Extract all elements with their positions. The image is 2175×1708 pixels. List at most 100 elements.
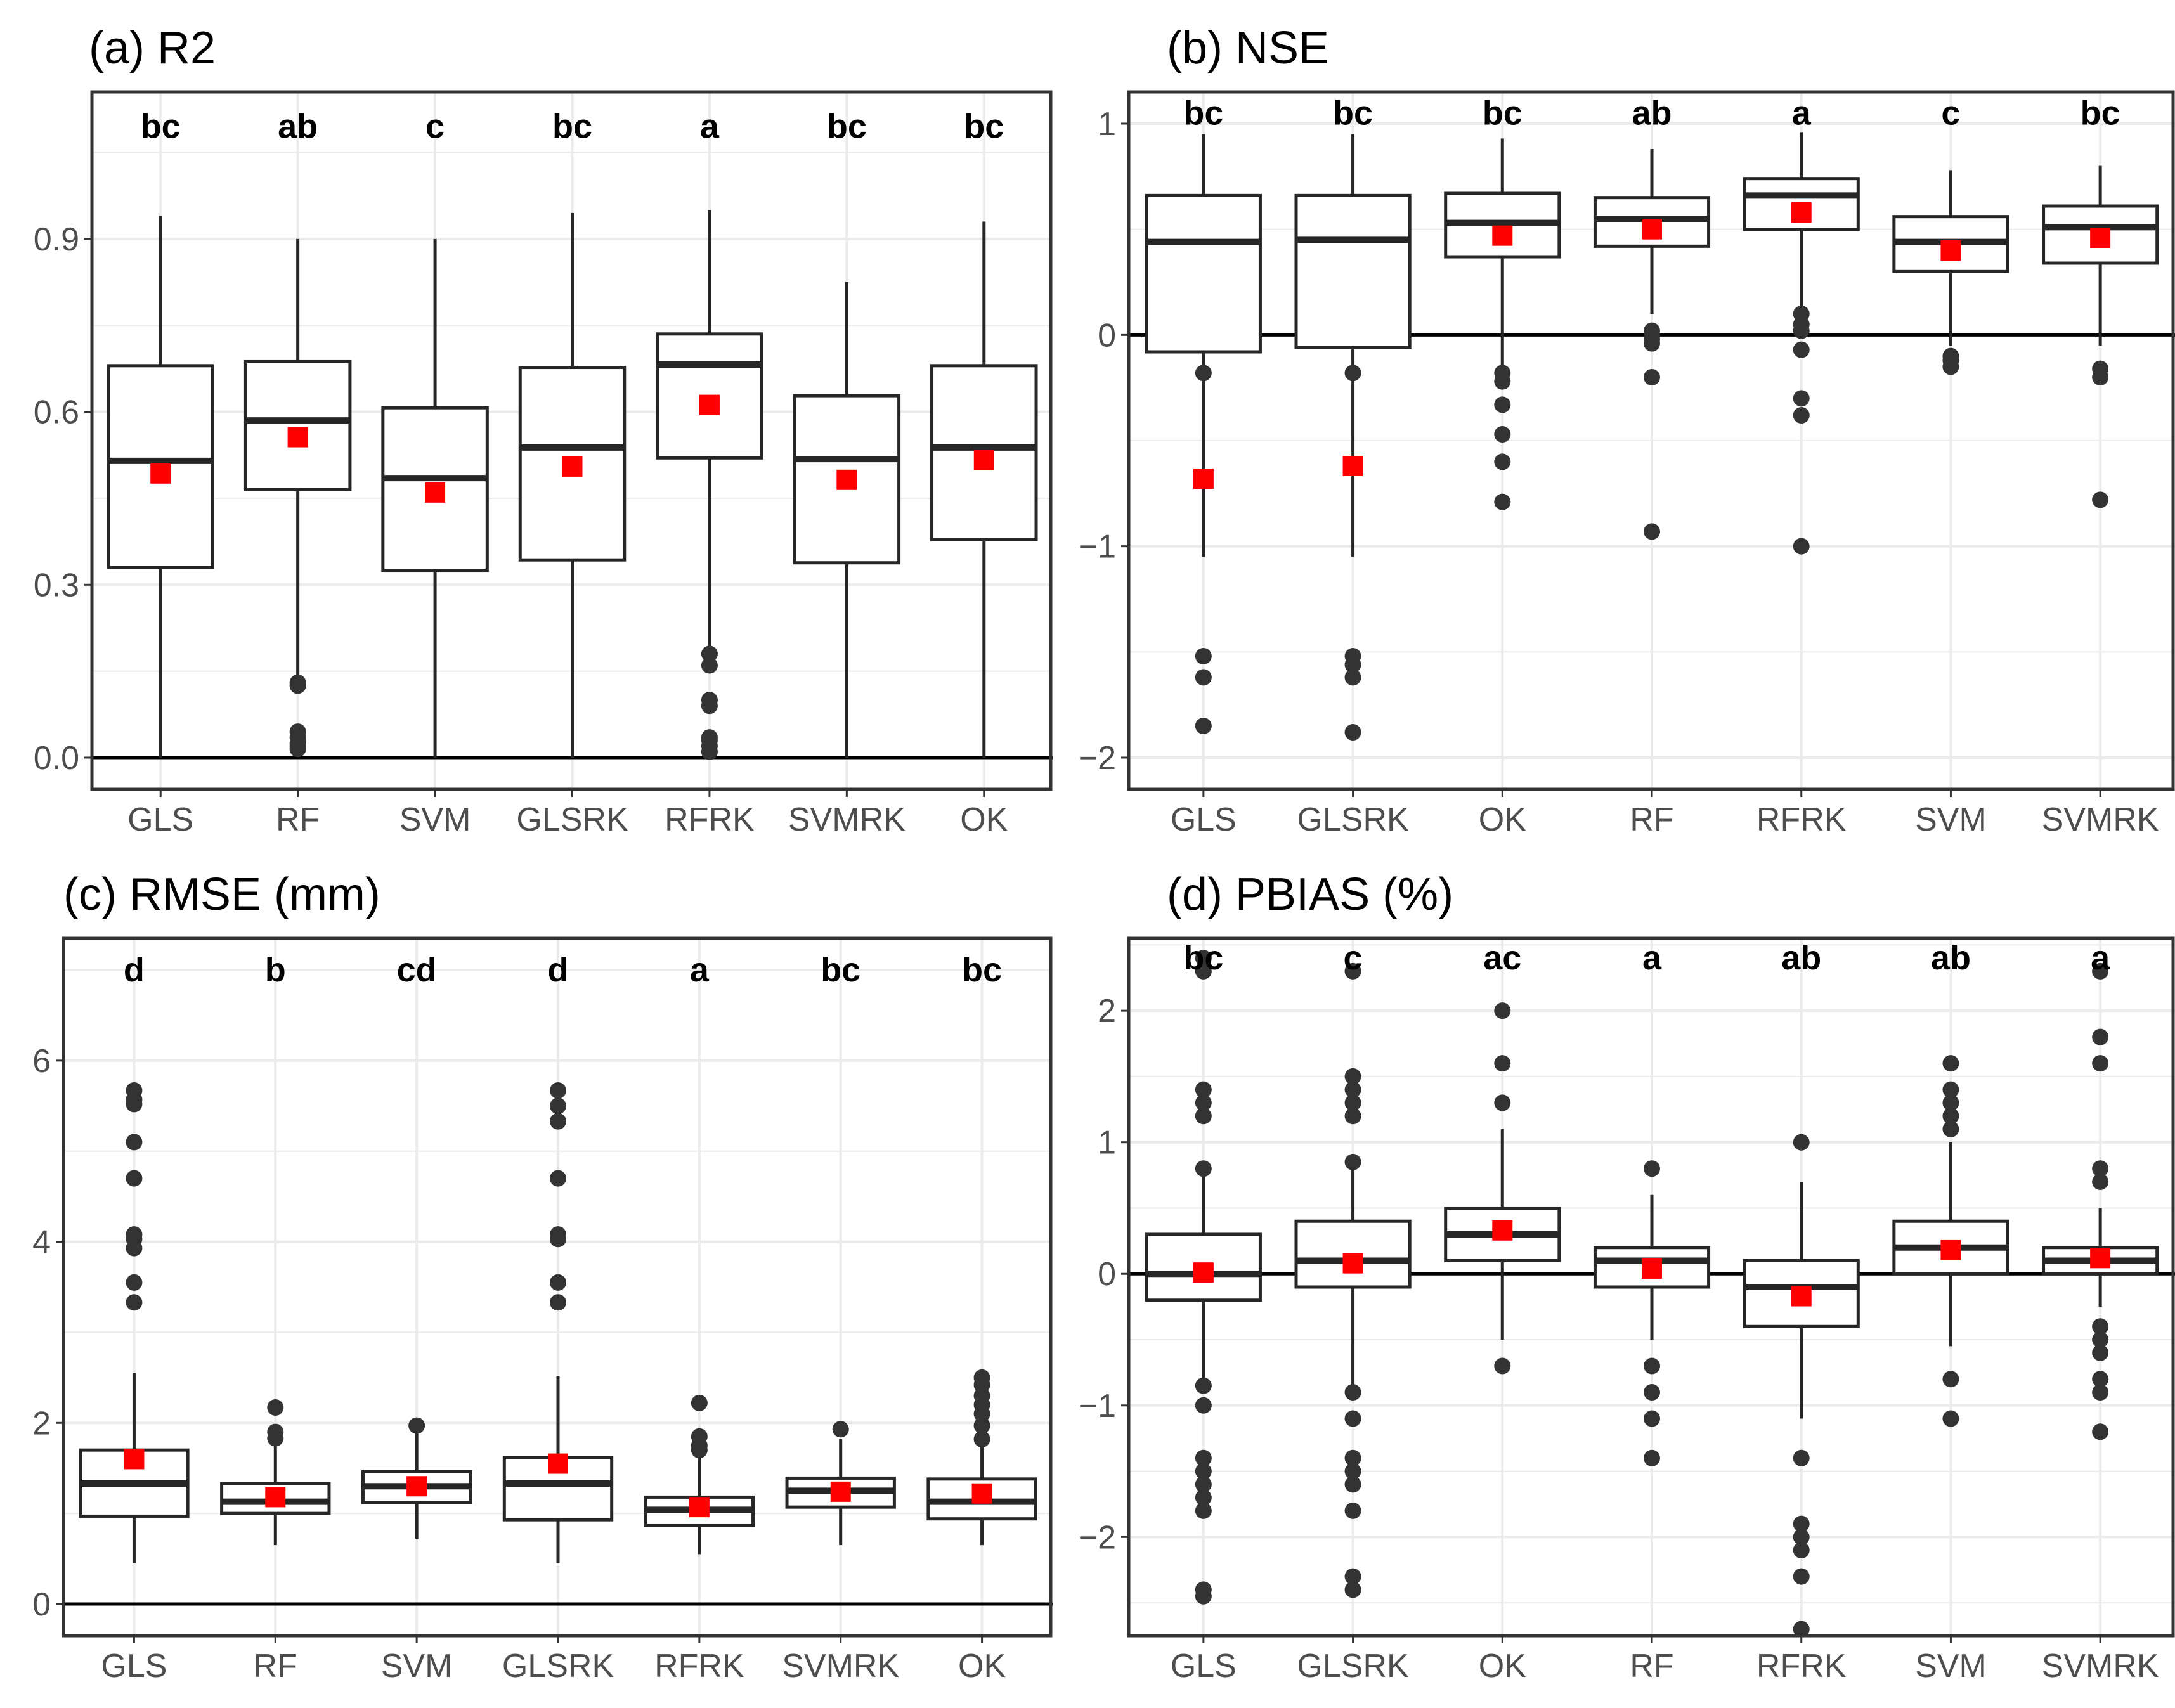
x-tick-label: GLS [1171,801,1237,838]
outlier-point [126,1226,143,1243]
y-tick-label: 0 [1098,317,1116,354]
outlier-point [126,1170,143,1187]
mean-marker [287,427,308,448]
x-tick-label: GLSRK [502,1648,614,1685]
significance-letter: ab [1931,939,1971,977]
significance-letter: c [1941,94,1960,132]
outlier-point [1644,1160,1660,1177]
outlier-point [1195,1160,1212,1177]
outlier-point [126,1294,143,1311]
mean-marker [2090,228,2111,248]
outlier-point [973,1431,990,1447]
outlier-point [1195,1502,1212,1519]
outlier-point [1494,1055,1511,1072]
outlier-point [1494,373,1511,390]
boxplot-ok [930,221,1038,758]
outlier-point [408,1417,425,1434]
outlier-point [1494,453,1511,470]
outlier-point [1195,648,1212,664]
outlier-point [1793,1542,1810,1559]
mean-marker [265,1487,286,1508]
boxplot-svm [1892,1055,2009,1427]
y-tick-label: 0.0 [34,740,79,777]
outlier-point [1344,724,1361,741]
outlier-point [1793,322,1810,339]
outlier-point [2092,1331,2109,1349]
boxplot-rf [1593,1160,1711,1466]
x-tick-label: GLS [127,801,193,838]
significance-letter: ab [1632,94,1672,132]
mean-marker [1492,1220,1513,1241]
significance-letter: ac [1483,939,1521,977]
outlier-point [832,1421,849,1438]
boxplot-gls [107,216,214,758]
mean-marker [1342,456,1363,476]
significance-letter: c [1344,939,1363,977]
x-tick-label: RF [1630,1648,1673,1685]
outlier-point [1494,493,1511,510]
panel-title: (b) NSE [1167,23,1329,74]
outlier-point [550,1294,566,1311]
outlier-point [1344,1153,1361,1170]
boxplot-rfrk [1743,1134,1860,1638]
outlier-point [1344,1094,1361,1111]
panel-border [1127,936,2175,1638]
outlier-point [1942,1055,1959,1072]
outlier-point [1644,523,1660,540]
outlier-point [1195,1094,1212,1111]
outlier-point [973,1369,990,1386]
outlier-point [701,697,718,715]
significance-letter: bc [1183,94,1223,132]
outlier-point [1942,1108,1959,1125]
outlier-point [267,1423,284,1440]
x-tick-label: SVM [1915,801,1987,838]
iqr-box [243,359,352,491]
panel-border [1127,90,2175,791]
outlier-point [126,1082,143,1099]
boxplot-gls [1145,950,1262,1605]
panel-r2: (a) R2 0.0 0.3 0.6 0.9 bc GLS ab RF c SVM bc GLSRK a R… [34,23,1053,838]
outlier-point [1195,669,1212,686]
mean-marker [2090,1248,2111,1269]
x-tick-label: RF [1630,801,1673,838]
y-tick-label: −2 [1079,1519,1116,1556]
boxplot-svm [381,238,489,758]
outlier-point [1942,1094,1959,1111]
outlier-point [1644,1384,1660,1401]
outlier-point [550,1274,566,1291]
boxplot-gls [1145,134,1262,734]
x-tick-label: RFRK [1756,1648,1847,1685]
outlier-point [701,645,718,663]
significance-letter: d [124,951,145,989]
boxplot-rf [1593,149,1711,540]
outlier-point [1644,335,1660,352]
boxplot-glsrk [1294,962,1412,1598]
outlier-point [2092,1173,2109,1190]
y-tick-label: 0.6 [34,394,79,431]
y-tick-label: 0 [32,1586,51,1623]
boxplot-glsrk [502,1082,614,1563]
boxplot-rfrk [656,210,763,760]
x-tick-label: GLSRK [1297,801,1409,838]
mean-marker [1642,1258,1662,1279]
significance-letter: bc [2081,94,2120,132]
mean-marker [562,456,583,477]
outlier-point [2092,491,2109,508]
mean-marker [830,1481,851,1502]
x-tick-label: GLSRK [516,801,628,838]
x-tick-label: SVMRK [2042,1648,2159,1685]
outlier-point [1494,426,1511,443]
outlier-point [2092,1055,2109,1072]
outlier-point [1494,1094,1511,1111]
outlier-point [1494,1002,1511,1019]
significance-letter: bc [964,108,1004,146]
boxplot-rfrk [1743,132,1860,555]
x-tick-label: SVM [399,801,471,838]
significance-letter: bc [827,108,867,146]
y-tick-label: 2 [32,1405,51,1442]
outlier-point [550,1170,566,1187]
x-tick-label: SVMRK [788,801,906,838]
outlier-point [1942,1410,1959,1427]
y-tick-label: 0 [1098,1256,1116,1293]
